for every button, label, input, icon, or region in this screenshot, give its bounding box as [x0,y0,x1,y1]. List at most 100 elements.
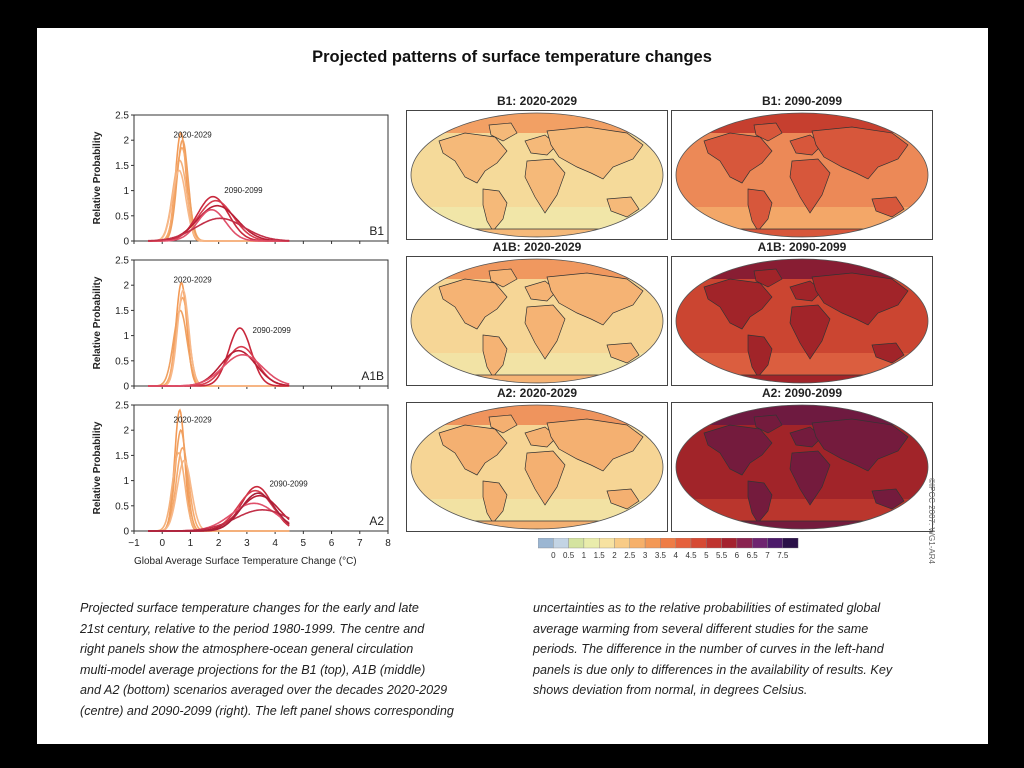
y-tick-label: 1.5 [115,306,129,317]
world-map [675,404,929,530]
scenario-label: A1B [361,369,384,383]
y-tick-label: 1.5 [115,161,129,172]
continent [721,520,883,529]
continent [811,272,909,326]
x-tick-label: 2 [216,538,222,549]
continent [721,228,883,237]
continent [789,450,831,506]
arctic-shade [411,113,663,133]
period-annotation: 2090-2099 [224,186,263,195]
legend-swatch [736,538,753,549]
y-axis-label: Relative Probability [92,276,103,369]
y-tick-label: 2 [123,136,129,147]
scenario-label: A2 [369,514,384,528]
caption-line: uncertainties as to the relative probabi… [533,601,881,615]
continent [438,132,508,184]
world-map [675,112,929,238]
caption-line: Projected surface temperature changes fo… [80,601,419,615]
y-tick-label: 2.5 [115,401,129,412]
map-outline [410,112,664,238]
continent [606,196,640,218]
legend-label: 5 [704,551,709,560]
world-map [410,404,664,530]
legend-swatch [538,538,554,549]
y-axis-label: Relative Probability [92,131,103,224]
continent [606,488,640,510]
map-a2-2090: A2: 2090-2099 [671,386,933,532]
map-outline [675,404,929,530]
x-tick-label: −1 [128,538,140,549]
legend-label: 1.5 [594,551,606,560]
caption-line: panels is due only to differences in the… [533,662,893,677]
period-annotation: 2020-2029 [174,416,213,425]
scenario-label: B1 [369,224,384,238]
legend-swatch [629,538,646,549]
legend-label: 3.5 [655,551,667,560]
pdf-panel-b1: 0 0.5 1 1.5 2 2.5 Relative Probability 2020-202… [92,111,389,248]
map-a1b-2090: A1B: 2090-2099 [671,240,933,386]
continent [721,374,883,383]
continent [456,374,618,383]
x-axis-label: Global Average Surface Temperature Chang… [134,556,357,567]
continent [488,122,518,142]
caption-line: multi-model average projections for the … [80,662,426,677]
caption-line: and A2 (bottom) scenarios averaged over … [80,683,448,698]
legend-label: 2 [612,551,617,560]
legend-label: 2.5 [624,551,636,560]
continent [546,272,644,326]
map-b1-2090: B1: 2090-2099 [671,94,933,240]
legend-label: 4.5 [685,551,697,560]
continent [456,228,618,237]
y-tick-label: 1.5 [115,451,129,462]
continent [703,132,773,184]
x-tick-label: 8 [385,538,391,549]
continent [438,424,508,476]
continent [524,158,566,214]
pdf-curve-2020-2029 [148,289,290,387]
legend-label: 1 [582,551,587,560]
world-map [675,258,929,384]
legend-swatch [553,538,569,549]
map-outline [675,112,929,238]
y-axis-label: Relative Probability [92,421,103,514]
legend-swatch [599,538,615,549]
map-frame [406,256,668,386]
map-a2-2020: A2: 2020-2029 [406,386,668,532]
y-tick-label: 1 [123,476,129,487]
map-frame [406,402,668,532]
legend-swatch [675,538,692,549]
arctic-shade [676,405,928,425]
map-frame [671,402,933,532]
legend-label: 3 [643,551,648,560]
x-tick-label: 0 [159,538,165,549]
y-tick-label: 0 [123,527,129,538]
y-tick-label: 0 [123,237,129,248]
continent [606,342,640,364]
continent [524,280,558,302]
x-tick-label: 4 [272,538,278,549]
legend-label: 7.5 [777,551,789,560]
legend-label: 0.5 [563,551,575,560]
legend-label: 7 [765,551,770,560]
continent [789,134,823,156]
caption-line: (centre) and 2090-2099 (right). The left… [80,703,454,718]
legend-label: 5.5 [716,551,728,560]
y-tick-label: 2 [123,281,129,292]
legend-swatch [644,538,661,549]
map-a1b-2020: A1B: 2020-2029 [406,240,668,386]
continent [747,334,773,378]
legend-swatch [690,538,707,549]
map-frame [671,110,933,240]
map-title: A1B: 2020-2029 [492,240,582,254]
x-tick-label: 3 [244,538,250,549]
y-tick-label: 2.5 [115,111,129,122]
continent [524,134,558,156]
continent [789,304,831,360]
map-title: B1: 2020-2029 [496,94,578,108]
continent [747,480,773,524]
period-annotation: 2090-2099 [253,326,292,335]
continent [488,414,518,434]
map-outline [410,404,664,530]
pdf-curve-2090-2099 [148,492,290,532]
caption-left: Projected surface temperature changes fo… [80,598,454,722]
